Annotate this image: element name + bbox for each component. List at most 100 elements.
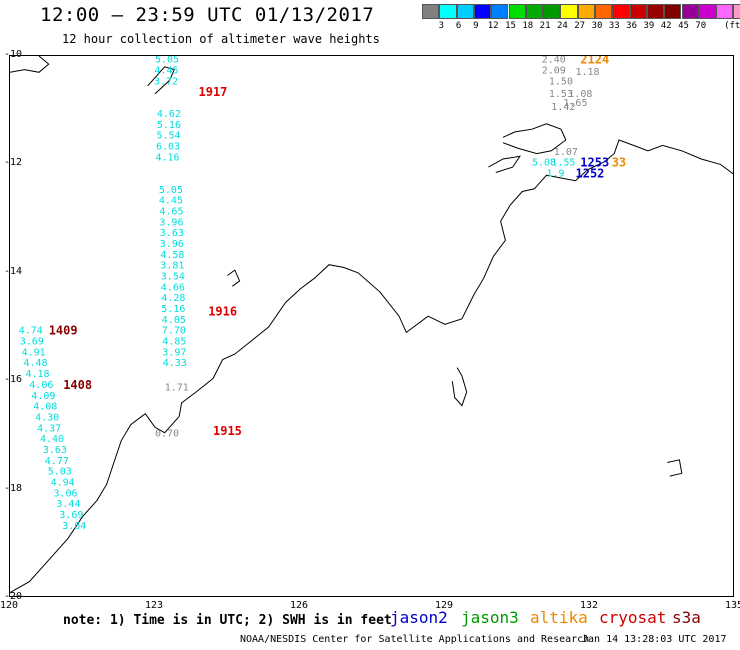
color-swatch bbox=[422, 4, 440, 19]
wave-height-value: 4.09 bbox=[31, 391, 55, 402]
color-scale-label: 70 bbox=[695, 21, 707, 31]
wave-height-value: 4.65 bbox=[159, 207, 183, 218]
wave-height-value: 4.48 bbox=[24, 358, 48, 369]
color-scale-label: 39 bbox=[643, 21, 655, 31]
color-scale-label: 45 bbox=[678, 21, 689, 31]
longitude-tick-label: 123 bbox=[144, 600, 164, 611]
color-swatch bbox=[664, 4, 682, 19]
wave-height-value: 1.42 bbox=[551, 102, 575, 113]
wave-height-map[interactable]: 5.054.453.724.625.165.546.034.165.054.45… bbox=[10, 56, 734, 597]
wave-height-value: 0.70 bbox=[155, 429, 179, 440]
mission-legend-item: jason2 bbox=[390, 608, 448, 627]
wave-height-value: 4.16 bbox=[156, 152, 180, 163]
coastline-segment bbox=[488, 155, 521, 173]
pass-number-label: 1252 bbox=[576, 167, 605, 181]
color-scale-label: 6 bbox=[455, 21, 462, 31]
color-swatch bbox=[456, 4, 474, 19]
coastline-segment bbox=[10, 139, 733, 594]
latitude-tick-label: -10 bbox=[4, 49, 23, 60]
wave-height-value: 4.33 bbox=[163, 358, 187, 369]
color-swatch bbox=[560, 4, 578, 19]
wave-height-value: 5.08 bbox=[532, 158, 556, 169]
footer-note: note: 1) Time is in UTC; 2) SWH is in fe… bbox=[63, 613, 392, 628]
wave-height-value: 4.77 bbox=[45, 456, 69, 467]
generated-timestamp: Jan 14 13:28:03 UTC 2017 bbox=[582, 634, 727, 645]
color-scale-label: 9 bbox=[473, 21, 479, 31]
credit-text: NOAA/NESDIS Center for Satellite Applica… bbox=[240, 634, 590, 645]
pass-number-label: 1917 bbox=[199, 85, 228, 99]
wave-height-value: 1.65 bbox=[563, 98, 587, 109]
latitude-tick-label: -20 bbox=[4, 591, 23, 602]
wave-height-value: 2.40 bbox=[542, 56, 566, 66]
wave-height-value: 4.91 bbox=[22, 347, 46, 358]
wave-height-value: 1.53 bbox=[549, 89, 573, 100]
coastline-segment bbox=[667, 459, 683, 477]
coastline-segment bbox=[10, 56, 50, 73]
wave-height-value: 1.18 bbox=[576, 67, 600, 78]
wave-height-value: 7.70 bbox=[162, 326, 186, 337]
pass-number-label: 1916 bbox=[208, 305, 237, 319]
wave-height-value: 6.03 bbox=[156, 141, 180, 152]
latitude-tick-label: -12 bbox=[4, 157, 23, 169]
mission-legend-item: altika bbox=[530, 608, 588, 627]
color-scale-label: 33 bbox=[608, 21, 620, 31]
wave-height-value: 4.94 bbox=[51, 478, 75, 489]
wave-height-value: 3.06 bbox=[54, 488, 78, 499]
color-swatch bbox=[439, 4, 457, 19]
color-swatch bbox=[595, 4, 613, 19]
wave-height-value: 4.40 bbox=[40, 434, 64, 445]
wave-height-value: 1.71 bbox=[165, 383, 189, 394]
wave-height-value: 4.58 bbox=[160, 250, 184, 261]
wave-height-value: 4.08 bbox=[33, 402, 57, 413]
longitude-tick-label: 129 bbox=[434, 600, 454, 611]
coastline-segment bbox=[147, 66, 175, 95]
wave-height-value: 3.96 bbox=[160, 239, 184, 250]
coastline bbox=[10, 56, 733, 594]
pass-number-label: 1253 bbox=[580, 156, 609, 170]
longitude-tick-label: 135 bbox=[724, 600, 740, 611]
color-swatch bbox=[473, 4, 492, 19]
color-scale-label: 30 bbox=[591, 21, 603, 31]
pass-number-label: 1409 bbox=[49, 324, 78, 338]
wave-height-value: 4.37 bbox=[37, 423, 61, 434]
color-swatch bbox=[543, 4, 561, 19]
color-scale-label: 42 bbox=[660, 21, 672, 31]
wave-height-value: 1.50 bbox=[549, 76, 573, 87]
longitude-tick-label: 120 bbox=[0, 600, 19, 611]
wave-height-value: 5.03 bbox=[48, 467, 72, 478]
color-swatch bbox=[716, 4, 734, 19]
color-scale-label: 24 bbox=[556, 21, 568, 31]
wave-height-value: 5.05 bbox=[155, 56, 179, 66]
wave-height-value: 3.44 bbox=[56, 499, 80, 510]
color-swatch bbox=[508, 4, 526, 19]
wave-height-value: 3.69 bbox=[20, 337, 44, 348]
wave-height-value: 2.09 bbox=[542, 66, 566, 77]
latitude-tick-label: -14 bbox=[4, 265, 23, 277]
pass-number-label: 1408 bbox=[63, 378, 92, 392]
coastline-segment bbox=[502, 123, 567, 155]
color-swatch bbox=[698, 4, 717, 19]
color-swatch bbox=[491, 4, 509, 19]
color-swatch bbox=[681, 4, 699, 19]
wave-height-value: 1.07 bbox=[554, 147, 578, 158]
color-scale-label: 36 bbox=[626, 21, 638, 31]
color-swatch bbox=[577, 4, 595, 19]
page-title: 12:00 – 23:59 UTC 01/13/2017 bbox=[40, 4, 375, 26]
coastline-segment bbox=[227, 269, 241, 287]
wave-height-value: 3.63 bbox=[43, 445, 67, 456]
longitude-tick-label: 132 bbox=[579, 600, 599, 611]
wave-height-value: 5.54 bbox=[157, 131, 181, 142]
latitude-tick-label: -18 bbox=[4, 482, 23, 494]
wave-height-value: 3.96 bbox=[159, 217, 183, 228]
pass-number-label: 1915 bbox=[213, 424, 242, 438]
wave-height-value: 4.45 bbox=[159, 196, 183, 207]
map-frame[interactable]: 5.05 4.45 3.72 4.62 5.16 5.54 6.03 4.16 5.05 4.45… bbox=[9, 55, 734, 597]
wave-height-value: 5.16 bbox=[157, 120, 181, 131]
wave-height-value: 3.81 bbox=[160, 261, 184, 272]
wave-height-value: 4.85 bbox=[162, 337, 186, 348]
page-subtitle: 12 hour collection of altimeter wave hei… bbox=[62, 32, 380, 46]
wave-height-value: 3.54 bbox=[161, 272, 185, 283]
color-swatch bbox=[612, 4, 630, 19]
wave-height-value: 4.06 bbox=[29, 380, 53, 391]
wave-height-value: 4.30 bbox=[35, 412, 59, 423]
